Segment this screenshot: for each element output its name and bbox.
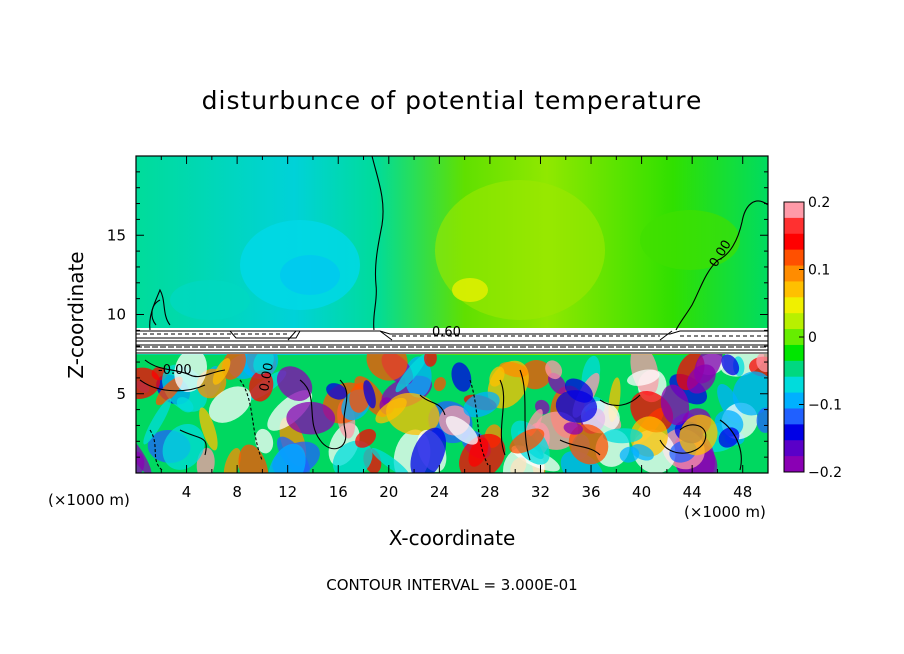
boundary-layer-turbulence (136, 340, 768, 473)
colorbar-swatch (784, 392, 804, 409)
x-tick-label: 4 (182, 483, 192, 501)
colorbar-swatch (784, 265, 804, 282)
y-tick-label: 15 (107, 226, 126, 244)
colorbar-label: 0 (808, 330, 817, 346)
x-tick-label: 12 (278, 483, 297, 501)
contour-label: -0.00 (158, 363, 192, 378)
colorbar-swatch (784, 313, 804, 330)
x-tick-label: 8 (232, 483, 242, 501)
colorbar-swatch (784, 217, 804, 235)
x-tick-label: 28 (480, 483, 499, 501)
colorbar-label: −0.1 (808, 398, 842, 414)
colorbar-swatch (784, 376, 804, 394)
x-tick-label: 44 (683, 483, 702, 501)
y-tick-label: 10 (107, 306, 126, 324)
colorbar-swatch (784, 424, 804, 441)
colorbar-label: −0.2 (808, 465, 842, 481)
colorbar-swatch (784, 202, 804, 219)
colorbar-label: 0.1 (808, 263, 830, 279)
x-tick-label: 40 (632, 483, 651, 501)
colorbar-label: 0.2 (808, 195, 830, 211)
y-axis-title: Z-coordinate (64, 251, 88, 379)
x-tick-label: 16 (329, 483, 348, 501)
colorbar-swatch (784, 408, 804, 425)
x-tick-label: 20 (379, 483, 398, 501)
colorbar-swatch (784, 456, 804, 473)
colorbar-swatch (784, 329, 804, 346)
x-tick-label: 36 (581, 483, 600, 501)
contour-label: 0.60 (432, 325, 461, 340)
colorbar: 0.2 0.1 0 −0.1 −0.2 (783, 195, 842, 481)
x-tick-label: 24 (430, 483, 449, 501)
colorbar-swatch (784, 360, 804, 378)
contour-label: 0.00 (257, 362, 277, 393)
contour-lines (139, 156, 768, 471)
colorbar-swatch (784, 233, 804, 251)
colorbar-swatch (784, 281, 804, 298)
colorbar-swatch (784, 344, 804, 362)
x-tick-label: 48 (733, 483, 752, 501)
x-axis-title: X-coordinate (388, 526, 516, 550)
x-axis-unit-right: (×1000 m) (684, 503, 766, 521)
y-tick-label: 5 (116, 385, 126, 403)
chart-title: disturbunce of potential temperature (201, 86, 703, 115)
colorbar-swatch (784, 249, 804, 267)
contour-interval-note: CONTOUR INTERVAL = 3.000E-01 (326, 576, 578, 594)
colorbar-swatch (784, 297, 804, 314)
colorbar-swatch (784, 440, 804, 457)
x-tick-label: 32 (531, 483, 550, 501)
x-axis-unit-left: (×1000 m) (48, 491, 130, 509)
inversion-layer (136, 328, 768, 354)
